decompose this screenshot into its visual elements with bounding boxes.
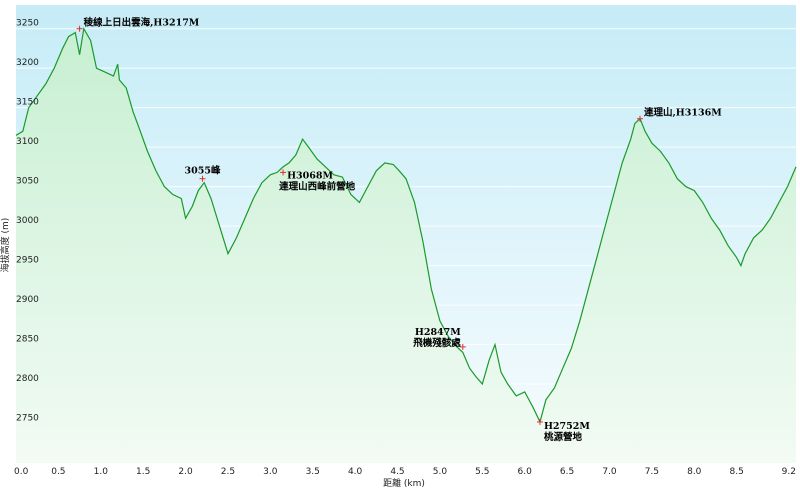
y-tick-label: 3050 <box>16 177 39 187</box>
x-tick-label: 1.5 <box>136 467 150 477</box>
y-axis-label: 海拔高度 (m) <box>0 218 11 273</box>
waypoint-label: H2847M 飛機殘骸處 <box>412 327 461 349</box>
waypoint-annotation: 連理山,H3136M <box>637 107 722 122</box>
waypoint-annotation: 3055峰 <box>185 165 221 182</box>
x-tick-label: 3.5 <box>306 467 320 477</box>
x-tick-label: 4.5 <box>390 467 404 477</box>
x-tick-label: 3.0 <box>263 467 278 477</box>
y-tick-label: 2900 <box>16 295 39 305</box>
x-axis-ticks: 0.0 0.5 1.0 1.5 2.0 2.5 3.0 3.5 4.0 4.5 5.0 5.5 6.0 6… <box>14 467 796 477</box>
x-tick-label: 1.0 <box>94 467 109 477</box>
y-tick-label: 3100 <box>16 137 39 147</box>
elevation-area-fill <box>16 28 796 463</box>
x-tick-label: 8.0 <box>687 467 702 477</box>
y-tick-label: 3150 <box>16 98 39 108</box>
x-axis-label: 距離 (km) <box>383 477 425 489</box>
x-tick-label: 5.0 <box>433 467 448 477</box>
y-tick-label: 2800 <box>16 374 39 384</box>
waypoint-annotation: H2752M 桃源營地 <box>536 418 590 443</box>
y-tick-label: 3250 <box>16 19 39 29</box>
y-tick-label: 2850 <box>16 335 39 345</box>
x-tick-label: 2.5 <box>221 467 235 477</box>
waypoint-annotation: H3068M 連理山西峰前營地 <box>279 169 356 192</box>
x-tick-label: 5.5 <box>475 467 489 477</box>
waypoint-label: 連理山,H3136M <box>644 107 722 119</box>
waypoint-label: H3068M 連理山西峰前營地 <box>279 170 356 192</box>
x-tick-label: 2.0 <box>178 467 193 477</box>
x-tick-label: 6.0 <box>518 467 533 477</box>
waypoint-label: H2752M 桃源營地 <box>544 421 590 443</box>
x-tick-label: 8.5 <box>729 467 743 477</box>
y-tick-label: 2950 <box>16 256 39 266</box>
y-axis-ticks: 2750 2800 2850 2900 2950 3000 3050 3100 3150 3200… <box>16 19 39 424</box>
waypoint-label: 3055峰 <box>185 165 221 177</box>
y-tick-label: 2750 <box>16 414 39 424</box>
x-tick-label: 4.0 <box>348 467 363 477</box>
x-tick-label: 0.0 <box>14 467 29 477</box>
waypoint-annotation: 稜線上日出雲海,H3217M <box>76 17 200 32</box>
y-tick-label: 3200 <box>16 58 39 68</box>
x-tick-label: 9.2 <box>782 467 796 477</box>
x-tick-label: 7.5 <box>645 467 659 477</box>
elevation-line <box>15 26 797 424</box>
x-tick-label: 7.0 <box>602 467 617 477</box>
y-tick-label: 3000 <box>16 216 39 226</box>
annotations: 稜線上日出雲海,H3217M 3055峰 H3068M 連理山西峰前營地 H2847M 飛… <box>76 17 722 443</box>
x-tick-label: 0.5 <box>51 467 65 477</box>
x-tick-label: 6.5 <box>560 467 574 477</box>
waypoint-label: 稜線上日出雲海,H3217M <box>84 17 200 29</box>
waypoint-annotation: H2847M 飛機殘骸處 <box>412 327 466 350</box>
